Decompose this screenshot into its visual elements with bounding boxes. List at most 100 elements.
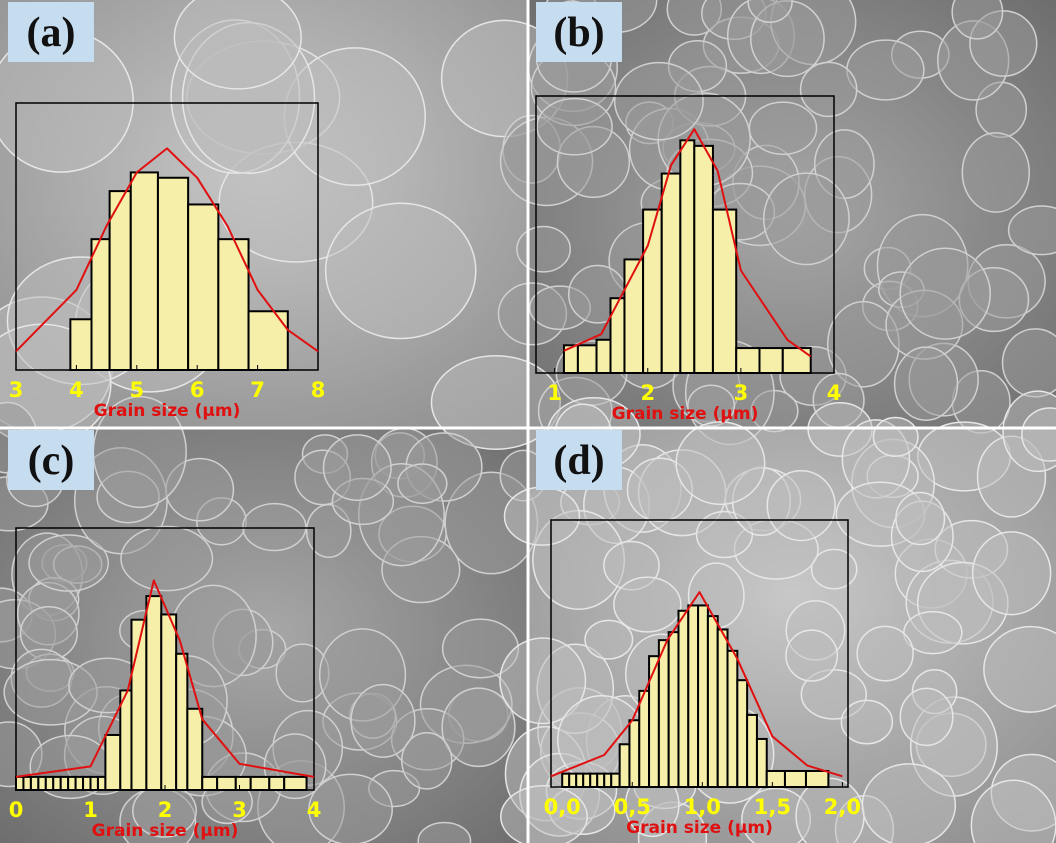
bar bbox=[747, 715, 757, 787]
grain bbox=[857, 626, 913, 680]
bar bbox=[783, 348, 811, 373]
grain bbox=[614, 577, 681, 632]
bar bbox=[188, 204, 218, 370]
grain bbox=[517, 226, 570, 271]
bar bbox=[624, 259, 643, 373]
bar bbox=[760, 348, 783, 373]
bar bbox=[68, 777, 75, 790]
bar bbox=[576, 774, 583, 787]
grain bbox=[243, 504, 306, 551]
bar bbox=[785, 771, 806, 787]
bar bbox=[669, 632, 679, 787]
x-tick-label: 0 bbox=[9, 798, 24, 822]
bar bbox=[718, 629, 728, 787]
x-tick-label: 3 bbox=[734, 381, 749, 405]
grain bbox=[615, 63, 703, 140]
x-tick-label: 7 bbox=[250, 378, 265, 402]
bar bbox=[110, 191, 131, 370]
figure: (a)345678Grain size (μm)(b)1234Grain siz… bbox=[0, 0, 1056, 843]
bar bbox=[158, 178, 188, 370]
bar bbox=[583, 774, 590, 787]
bar bbox=[92, 239, 110, 370]
bar bbox=[649, 656, 659, 787]
bar bbox=[146, 596, 161, 790]
panel-label: (b) bbox=[553, 10, 604, 56]
bar bbox=[236, 777, 251, 790]
x-tick-label: 2 bbox=[158, 798, 173, 822]
grain bbox=[504, 487, 579, 545]
bar bbox=[38, 777, 45, 790]
bar bbox=[176, 654, 187, 790]
grain bbox=[537, 99, 612, 155]
x-tick-label: 4 bbox=[69, 378, 84, 402]
bar bbox=[728, 651, 738, 787]
bar bbox=[53, 777, 60, 790]
x-tick-label: 0,0 bbox=[544, 795, 581, 819]
x-tick-label: 1 bbox=[83, 798, 98, 822]
bar bbox=[604, 774, 611, 787]
bar bbox=[698, 605, 708, 787]
bar bbox=[23, 777, 30, 790]
grain bbox=[812, 549, 857, 588]
bar bbox=[16, 777, 23, 790]
bar bbox=[694, 146, 713, 373]
x-axis-label: Grain size (μm) bbox=[92, 821, 239, 841]
bar bbox=[70, 319, 91, 370]
bar bbox=[597, 774, 604, 787]
x-tick-label: 2,0 bbox=[824, 795, 861, 819]
bar bbox=[251, 777, 270, 790]
grain bbox=[676, 422, 764, 505]
grain bbox=[962, 133, 1029, 212]
grain bbox=[749, 102, 816, 154]
bar bbox=[680, 140, 694, 373]
bar bbox=[757, 739, 767, 787]
bar bbox=[161, 614, 176, 790]
grain bbox=[786, 630, 837, 681]
x-tick-label: 1 bbox=[547, 381, 562, 405]
grain bbox=[324, 435, 392, 500]
x-tick-label: 3 bbox=[9, 378, 24, 402]
bar bbox=[611, 774, 619, 787]
grain bbox=[895, 347, 958, 420]
bar bbox=[569, 774, 576, 787]
bar bbox=[678, 611, 688, 787]
bar bbox=[269, 777, 284, 790]
bar bbox=[639, 691, 649, 787]
bar bbox=[688, 605, 698, 787]
bar bbox=[736, 348, 759, 373]
x-tick-label: 8 bbox=[311, 378, 326, 402]
grain bbox=[900, 248, 990, 339]
grain bbox=[764, 173, 849, 264]
panel-label: (c) bbox=[28, 438, 75, 484]
bar bbox=[98, 777, 105, 790]
bar bbox=[659, 640, 669, 787]
grain bbox=[873, 417, 918, 456]
bar bbox=[217, 777, 236, 790]
grain bbox=[402, 733, 452, 789]
grain bbox=[326, 203, 476, 338]
x-tick-label: 3 bbox=[232, 798, 247, 822]
bar bbox=[202, 777, 217, 790]
bar bbox=[83, 777, 90, 790]
grain bbox=[847, 40, 924, 100]
x-tick-label: 6 bbox=[190, 378, 205, 402]
bar bbox=[611, 298, 625, 373]
grain bbox=[767, 471, 835, 541]
bar bbox=[806, 771, 828, 787]
x-axis-label: Grain size (μm) bbox=[626, 818, 773, 838]
grain bbox=[121, 527, 212, 591]
bar bbox=[590, 774, 597, 787]
bar bbox=[737, 680, 747, 787]
bar bbox=[284, 777, 306, 790]
grain bbox=[398, 464, 447, 503]
bar bbox=[131, 172, 158, 370]
bar bbox=[46, 777, 53, 790]
x-tick-label: 1,5 bbox=[754, 795, 791, 819]
bar bbox=[120, 690, 131, 790]
bar bbox=[767, 771, 785, 787]
x-tick-label: 4 bbox=[827, 381, 842, 405]
x-tick-label: 1,0 bbox=[684, 795, 721, 819]
grain bbox=[801, 62, 857, 116]
bar bbox=[629, 720, 639, 787]
grain bbox=[973, 532, 1051, 615]
